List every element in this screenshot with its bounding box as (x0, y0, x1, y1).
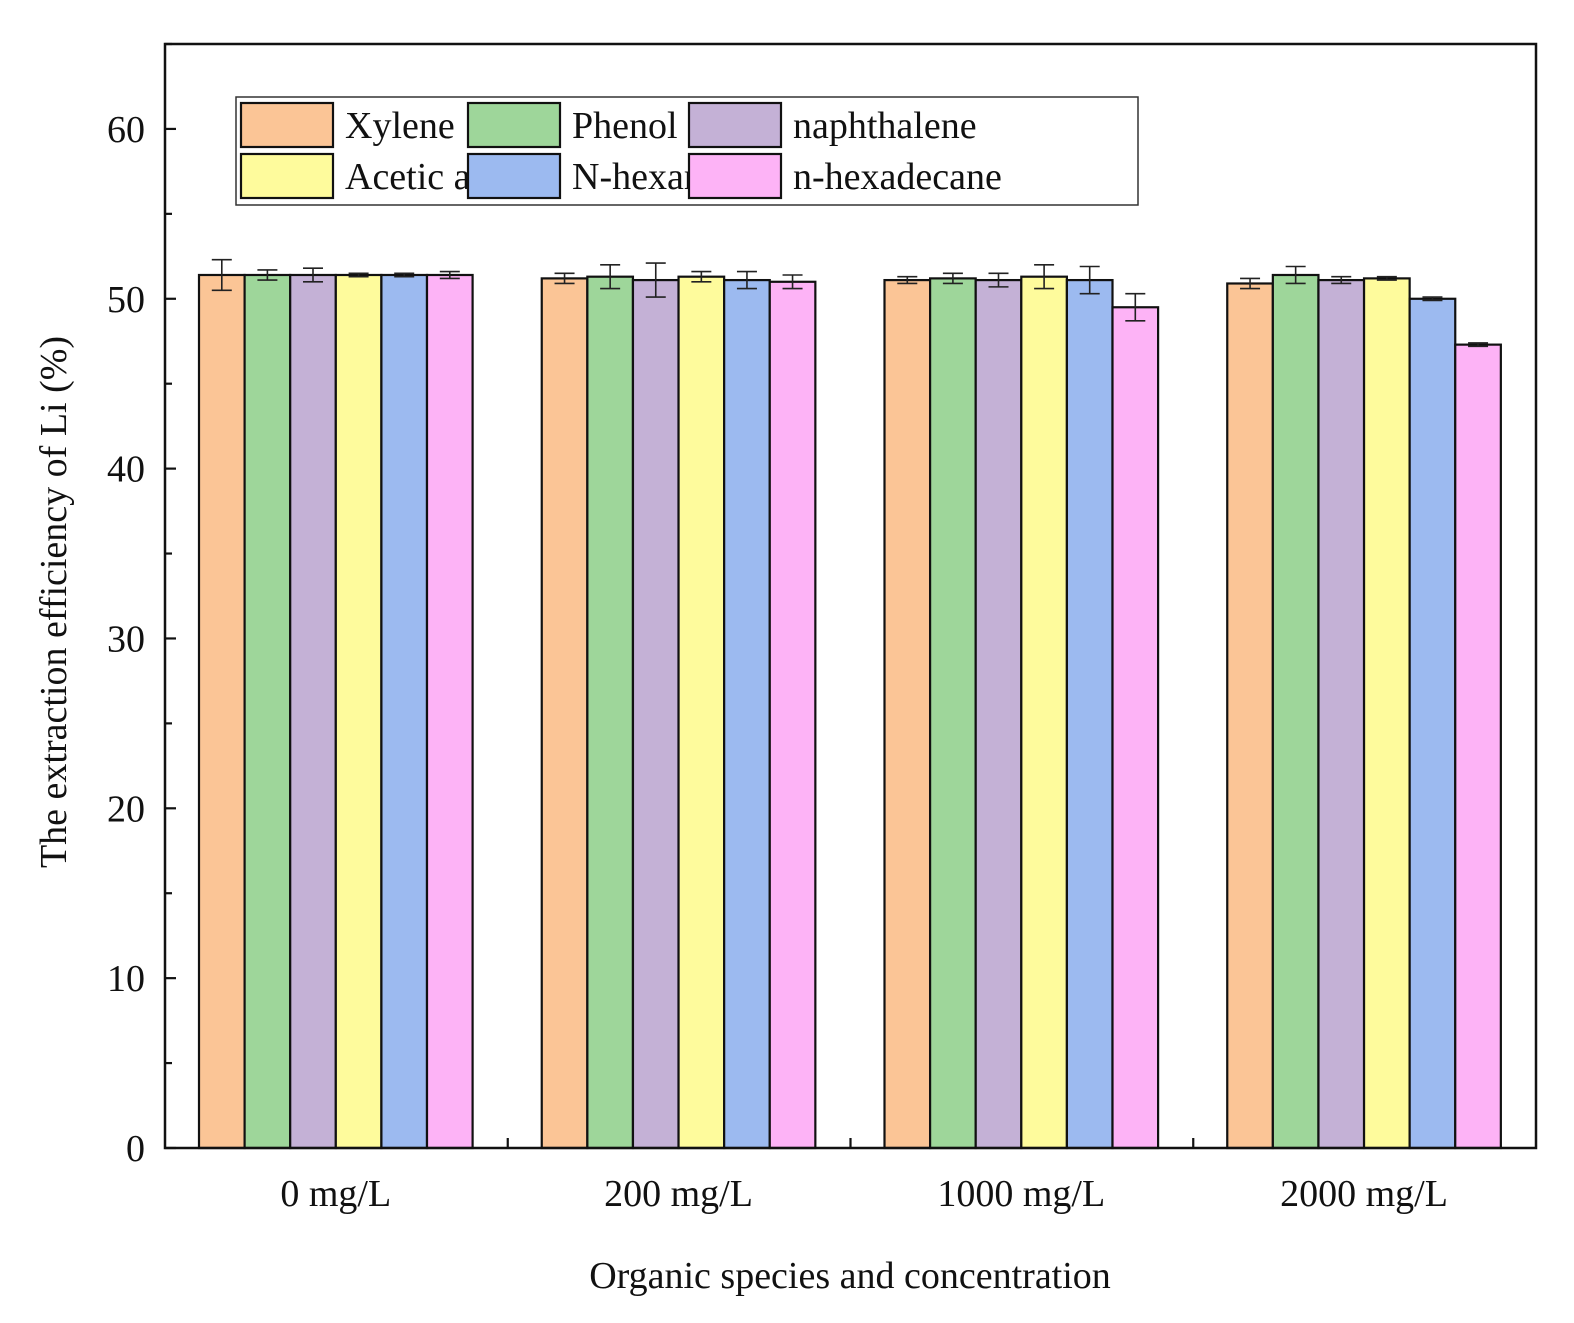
legend-swatch (466, 101, 562, 149)
bar-n-hexadecane-3 (1111, 306, 1160, 1150)
error-bar-phenol-3 (942, 272, 963, 285)
legend-swatch (239, 152, 335, 200)
bar-acetic-acid-1 (334, 273, 383, 1150)
error-bar-n-hexane-2 (736, 270, 757, 290)
legend-swatch (687, 101, 783, 149)
error-bar-xylene-3 (897, 275, 918, 285)
bar-phenol-3 (928, 277, 977, 1150)
bar-naphthalene-3 (974, 278, 1023, 1150)
legend-label: Phenol (572, 105, 678, 147)
error-bar-n-hexadecane-3 (1125, 292, 1146, 322)
legend-item-naphthalene: naphthalene (687, 101, 977, 149)
y-tick-label: 50 (107, 279, 145, 321)
x-category-label: 1000 mg/L (937, 1173, 1105, 1215)
error-bar-naphthalene-1 (303, 267, 323, 283)
error-bar-n-hexane-3 (1079, 265, 1100, 295)
y-tick-label: 30 (107, 618, 145, 660)
bars-layer (197, 258, 1502, 1150)
bar-xylene-2 (540, 277, 589, 1150)
y-tick-label: 20 (107, 788, 145, 830)
bar-n-hexadecane-4 (1454, 343, 1502, 1150)
bar-xylene-3 (883, 278, 932, 1150)
y-tick-label: 0 (126, 1128, 145, 1170)
error-bar-xylene-2 (554, 272, 575, 285)
error-bar-acetic-acid-3 (1034, 263, 1055, 290)
error-bar-phenol-4 (1285, 265, 1306, 285)
error-bar-acetic-acid-1 (348, 272, 369, 278)
error-bar-n-hexadecane-1 (439, 270, 460, 280)
bar-acetic-acid-2 (677, 275, 726, 1150)
error-bar-n-hexadecane-2 (782, 274, 803, 290)
bar-acetic-acid-3 (1020, 275, 1068, 1150)
axes-layer: 0 10 20 30 40 50 60 0 mg/L 200 mg/L 1000 mg/L 2000… (107, 42, 1538, 1215)
bar-naphthalene-2 (631, 278, 680, 1150)
error-bar-naphthalene-2 (645, 262, 666, 298)
legend-swatch (466, 152, 562, 200)
bar-xylene-1 (197, 273, 246, 1150)
bar-n-hexane-3 (1065, 278, 1114, 1150)
legend-item-phenol: Phenol (466, 101, 678, 149)
y-axis-title: The extraction efficiency of Li (%) (33, 336, 75, 868)
error-bar-n-hexadecane-4 (1468, 342, 1489, 348)
y-tick-label: 60 (107, 109, 145, 151)
bar-phenol-2 (586, 275, 635, 1150)
legend-item-n-hexane: N-hexane (466, 152, 720, 200)
y-tick-label: 10 (107, 958, 145, 1000)
x-category-label: 200 mg/L (604, 1173, 753, 1215)
x-category-label: 0 mg/L (280, 1173, 391, 1215)
bar-n-hexane-2 (723, 278, 771, 1150)
bar-acetic-acid-4 (1362, 277, 1411, 1150)
legend-label: Xylene (345, 105, 455, 147)
legend-label: n-hexadecane (793, 156, 1002, 198)
bar-phenol-1 (243, 273, 292, 1150)
error-bar-n-hexane-1 (394, 272, 415, 278)
legend-item-n-hexadecane: n-hexadecane (687, 152, 1002, 200)
bar-n-hexane-4 (1408, 297, 1457, 1150)
bar-naphthalene-4 (1317, 278, 1366, 1150)
error-bar-naphthalene-3 (988, 272, 1009, 288)
error-bar-phenol-1 (257, 269, 278, 281)
legend-frame (235, 96, 1139, 206)
bar-xylene-4 (1226, 282, 1274, 1150)
error-bar-acetic-acid-2 (691, 270, 712, 283)
bar-n-hexadecane-1 (425, 273, 474, 1150)
legend-label: naphthalene (793, 105, 977, 147)
legend-swatch (687, 152, 783, 200)
legend-item-xylene: Xylene (239, 101, 455, 149)
x-axis-title: Organic species and concentration (589, 1255, 1111, 1297)
error-bar-n-hexane-4 (1422, 296, 1443, 302)
error-bar-xylene-1 (211, 258, 232, 292)
error-bar-naphthalene-4 (1331, 275, 1352, 285)
legend-swatch (239, 101, 335, 149)
error-bar-xylene-4 (1240, 277, 1261, 290)
error-bar-phenol-2 (600, 263, 621, 290)
bar-naphthalene-1 (289, 273, 337, 1150)
x-category-label: 2000 mg/L (1280, 1173, 1448, 1215)
bar-n-hexane-1 (380, 273, 429, 1150)
error-bar-acetic-acid-4 (1376, 275, 1397, 281)
bar-n-hexadecane-2 (768, 280, 817, 1150)
bar-phenol-4 (1271, 273, 1320, 1150)
y-tick-label: 40 (107, 449, 145, 491)
